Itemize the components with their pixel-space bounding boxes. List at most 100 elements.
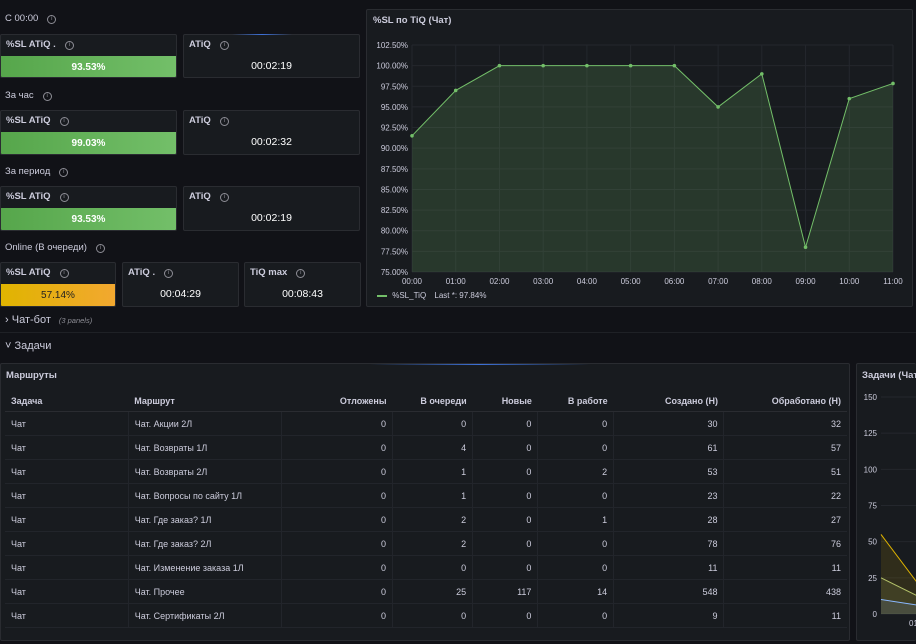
column-header[interactable]: Задача (5, 390, 129, 412)
data-point (891, 81, 895, 86)
header-glow (232, 34, 292, 35)
table-cell: 548 (613, 579, 725, 604)
info-icon[interactable]: i (59, 117, 69, 126)
info-icon[interactable]: i (59, 168, 69, 177)
sl-hour-panel: %SL ATiQ i 99.03% (0, 110, 177, 155)
info-icon[interactable]: i (219, 193, 229, 202)
table-cell: 14 (537, 579, 615, 604)
y-tick-label: 150 (864, 393, 878, 402)
series-area (881, 599, 916, 614)
routes-title: Маршруты (6, 370, 57, 381)
table-cell: 25 (392, 579, 474, 604)
column-header[interactable]: В очереди (392, 390, 473, 412)
panel-title: ATiQ .i (128, 267, 174, 278)
table-cell: 0 (537, 555, 615, 580)
table-cell: 2 (392, 507, 474, 532)
table-cell: 32 (723, 411, 847, 436)
info-icon[interactable]: i (64, 41, 74, 50)
column-header[interactable]: Маршрут (128, 390, 282, 412)
table-row[interactable]: Чат Чат. Где заказ? 1Л 0 2 0 1 28 27 (5, 507, 847, 532)
info-icon[interactable]: i (95, 244, 105, 253)
table-cell: 4 (392, 435, 474, 460)
info-icon[interactable]: i (164, 269, 174, 278)
table-cell: 0 (537, 531, 615, 556)
atiq-since-panel: ATiQ i 00:02:19 (183, 34, 360, 78)
header-glow (370, 364, 590, 365)
table-row[interactable]: Чат Чат. Прочее 0 25 117 14 548 438 (5, 579, 847, 604)
section-online: Online (В очереди) i (5, 242, 105, 253)
column-header[interactable]: Обработано (Н) (723, 390, 847, 412)
data-point (716, 105, 720, 109)
series-area (412, 65, 893, 272)
stat-value: 93.53% (1, 56, 176, 77)
table-cell: Чат. Возвраты 1Л (128, 435, 283, 460)
routes-table: Задача Маршрут Отложены В очереди Новые В раб… (5, 390, 847, 628)
data-point (541, 63, 545, 68)
stat-value: 00:02:19 (251, 212, 292, 224)
table-cell: Чат. Возвраты 2Л (128, 459, 283, 484)
sl-tiq-chart-panel: %SL по TiQ (Чат) 102.50% 100.00% 97.50% 95.… (366, 9, 913, 307)
table-cell: 76 (723, 531, 847, 556)
info-icon[interactable]: i (219, 41, 229, 50)
panel-title: %SL ATiQ i (6, 191, 69, 202)
y-tick-label: 90.00% (381, 144, 408, 153)
table-cell: 0 (281, 579, 394, 604)
table-cell: 0 (472, 435, 539, 460)
table-cell: 0 (281, 555, 394, 580)
table-row[interactable]: Чат Чат. Где заказ? 2Л 0 2 0 0 78 76 (5, 531, 847, 556)
stat-value: 93.53% (1, 208, 176, 230)
info-icon[interactable]: i (59, 193, 69, 202)
table-row[interactable]: Чат Чат. Изменение заказа 1Л 0 0 0 0 11 11 (5, 555, 847, 580)
x-tick-label: 04:00 (577, 277, 598, 286)
chart-title: %SL по TiQ (Чат) (373, 15, 452, 26)
row-tasks[interactable]: ˅ Задачи (5, 340, 51, 352)
y-tick-label: 50 (868, 538, 877, 547)
table-row[interactable]: Чат Чат. Акции 2Л 0 0 0 0 30 32 (5, 411, 847, 436)
table-row[interactable]: Чат Чат. Вопросы по сайту 1Л 0 1 0 0 23 22 (5, 483, 847, 508)
chart-legend[interactable]: %SL_TiQ Last *: 97.84% (377, 291, 486, 300)
column-header[interactable]: Отложены (281, 390, 393, 412)
divider (0, 332, 916, 333)
table-cell: 0 (537, 435, 615, 460)
info-icon[interactable]: i (42, 92, 52, 101)
x-tick-label: 08:00 (752, 277, 773, 286)
sl-tiq-chart: 102.50% 100.00% 97.50% 95.00% 92.50% 90.00% 87… (376, 41, 903, 286)
column-header[interactable]: Создано (Н) (613, 390, 724, 412)
table-cell: Чат (5, 531, 129, 556)
table-cell: 0 (472, 483, 539, 508)
table-cell: 27 (723, 507, 847, 532)
legend-swatch (377, 294, 387, 297)
info-icon[interactable]: i (219, 117, 229, 126)
table-row[interactable]: Чат Чат. Сертификаты 2Л 0 0 0 0 9 11 (5, 603, 847, 628)
legend-series: %SL_TiQ (392, 291, 427, 300)
series-line (411, 65, 894, 250)
column-header[interactable]: Новые (472, 390, 538, 412)
table-cell: Чат (5, 459, 129, 484)
table-cell: 0 (537, 483, 615, 508)
table-cell: 0 (472, 603, 539, 628)
column-header[interactable]: В работе (537, 390, 614, 412)
stat-value: 00:02:32 (251, 136, 292, 148)
table-cell: 0 (472, 459, 539, 484)
info-icon[interactable]: i (47, 15, 57, 24)
info-icon[interactable]: i (59, 269, 69, 278)
table-cell: 0 (281, 507, 394, 532)
panel-title: %SL ATiQ i (6, 115, 69, 126)
y-tick-label: 92.50% (381, 124, 408, 133)
table-cell: 57 (723, 435, 847, 460)
row-chatbot[interactable]: › Чат-бот (3 panels) (5, 314, 92, 326)
y-tick-label: 75 (868, 502, 877, 511)
data-point (803, 245, 808, 250)
info-icon[interactable]: i (296, 269, 306, 278)
tiq-max-panel: TiQ max i 00:08:43 (244, 262, 361, 307)
table-row[interactable]: Чат Чат. Возвраты 1Л 0 4 0 0 61 57 (5, 435, 847, 460)
table-cell: 1 (392, 483, 474, 508)
x-tick-label: 07:00 (708, 277, 729, 286)
series-area (881, 577, 916, 614)
y-tick-label: 125 (864, 429, 878, 438)
table-row[interactable]: Чат Чат. Возвраты 2Л 0 1 0 2 53 51 (5, 459, 847, 484)
legend-last: Last *: 97.84% (434, 291, 487, 300)
x-tick-label: 01:00 (446, 277, 467, 286)
panel-title: %SL ATiQ .i (6, 39, 74, 50)
routes-panel: Маршруты Задача Маршрут Отложены В очереди Н… (0, 363, 850, 641)
